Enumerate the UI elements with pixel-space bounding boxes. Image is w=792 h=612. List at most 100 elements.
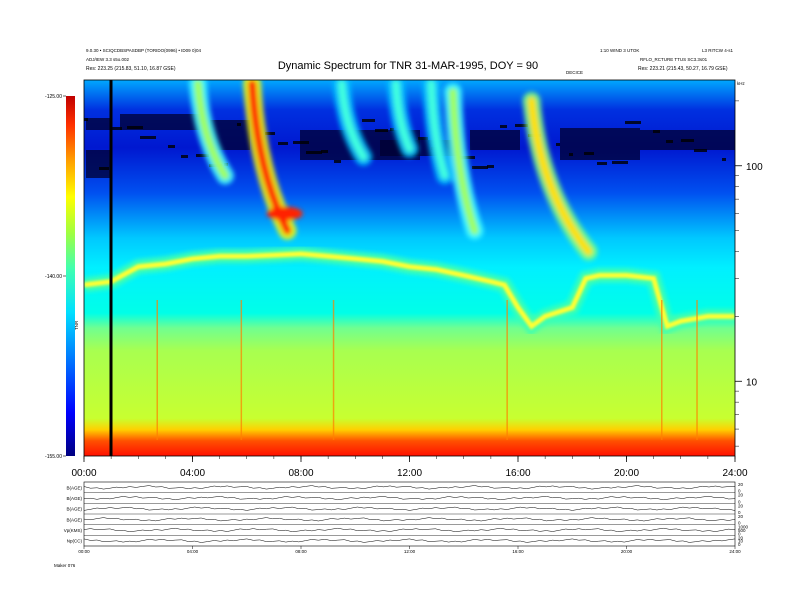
- dark-noise-block: [86, 118, 112, 130]
- dark-noise-block: [560, 128, 640, 160]
- row-trace: [83, 517, 736, 522]
- khz-unit-label: kHz: [737, 81, 745, 86]
- burst-core: [448, 87, 479, 235]
- header-top-right-line2: L3 RITCW 4-s1: [702, 48, 734, 53]
- row-right-tick: 20: [738, 535, 744, 540]
- row-right-tick: 0: [738, 489, 741, 494]
- burst-core: [193, 80, 230, 180]
- colorbar: [66, 96, 75, 456]
- x-tick-label: 04:00: [180, 468, 205, 479]
- header-res-left: Res: 223.25 (215.83, 51.10, 16.87 GSE): [86, 66, 176, 72]
- colorbar-tick-label: -125.00: [45, 94, 62, 100]
- dark-noise-speck: [321, 150, 328, 153]
- burst-core: [337, 80, 368, 161]
- dark-noise-speck: [140, 136, 156, 139]
- row-right-tick: 20: [738, 503, 744, 508]
- row-label: B(AGE): [66, 507, 82, 512]
- bottom-left-label: Maker 076: [54, 563, 76, 568]
- x-tick-label: 08:00: [288, 468, 313, 479]
- dark-noise-speck: [265, 132, 275, 135]
- burst-core: [427, 80, 449, 180]
- header-top-left-line1: 9.0.30 • SCIQCDBSPASDBP (TORIDO(0996) • …: [86, 48, 201, 53]
- dark-noise-speck: [84, 118, 88, 121]
- x-axis: 00:00 04:00 08:00 12:00 16:00 20:00 24:00: [71, 456, 748, 479]
- dark-noise-speck: [472, 166, 488, 169]
- row-right-tick: 500: [738, 528, 746, 533]
- dark-noise-speck: [418, 137, 428, 140]
- x-tick-label: 12:00: [397, 468, 422, 479]
- plasma-frequency-line: [84, 251, 735, 330]
- dark-noise-speck: [390, 128, 394, 131]
- dark-noise-speck: [612, 161, 628, 164]
- y-tick-label: 10: [746, 377, 758, 388]
- bottom-x-tick-label: 16:00: [512, 549, 524, 554]
- header-top-right-line1: 1:10 WIND 3 UTOK: [600, 48, 639, 53]
- row-label: B(AGE): [66, 496, 82, 501]
- dark-noise-speck: [362, 119, 375, 122]
- bottom-x-tick-label: 08:00: [295, 549, 307, 554]
- dark-noise-speck: [556, 143, 560, 146]
- dark-noise-speck: [306, 151, 322, 154]
- row-right-tick: 0: [738, 510, 741, 515]
- dark-noise-speck: [334, 160, 341, 163]
- colorbar-ticks: -125.00 -140.00 -155.00: [45, 94, 66, 460]
- row-trace: [83, 495, 736, 501]
- row-trace: [83, 485, 736, 490]
- colorbar-tick-label: -155.00: [45, 454, 62, 460]
- dark-noise-speck: [500, 125, 507, 128]
- x-tick-label: 20:00: [614, 468, 639, 479]
- spectrogram-area: [84, 80, 735, 456]
- row-right-tick: 20: [738, 482, 744, 487]
- dark-noise-speck: [237, 123, 241, 126]
- header-top-left-line2: ADJ/IEW 3.3 s5o.002: [86, 57, 130, 62]
- dark-noise-speck: [112, 127, 122, 130]
- dark-noise-speck: [278, 142, 288, 145]
- row-right-tick: 0: [738, 521, 741, 526]
- y-axis: 10 100: [735, 100, 763, 447]
- dark-noise-speck: [569, 153, 573, 156]
- row-right-tick: 20: [738, 493, 744, 498]
- row-right-tick: 0: [738, 499, 741, 504]
- dark-noise-speck: [99, 167, 109, 170]
- row-right-tick: 0: [738, 531, 741, 536]
- header-res-right: Res: 223.21 (215.43, 50.27, 16.79 GSE): [638, 66, 728, 72]
- dark-noise-speck: [666, 140, 673, 143]
- dark-noise-block: [86, 150, 112, 178]
- dark-noise-speck: [293, 141, 309, 144]
- colorbar-unit-label: TNR: [74, 320, 79, 330]
- header-top-right-line3: RFLO_RCTURE TTUS SC3.3s01: [640, 57, 708, 62]
- row-label: B(AGE): [66, 517, 82, 522]
- burst-blob: [266, 206, 303, 221]
- dark-noise-speck: [722, 158, 726, 161]
- row-right-tick: 20: [738, 514, 744, 519]
- solar-wind-panel: B(AGE)200B(AGE)200B(AGE)200B(AGE)200Vp(K…: [64, 481, 749, 554]
- row-right-tick: 1000: [738, 525, 749, 530]
- x-tick-label: 00:00: [71, 468, 96, 479]
- row-right-tick: 10: [738, 539, 744, 544]
- x-tick-label: 24:00: [722, 468, 747, 479]
- header-center-small: DECICE: [566, 70, 583, 75]
- dark-noise-speck: [694, 149, 707, 152]
- row-trace: [83, 538, 736, 543]
- dark-noise-speck: [681, 139, 694, 142]
- row-label: Np(CC): [67, 539, 83, 544]
- dark-noise-block: [470, 130, 520, 150]
- dark-noise-speck: [653, 130, 660, 133]
- burst-core: [391, 80, 414, 153]
- radio-bursts: [188, 80, 598, 261]
- row-right-tick: 0: [738, 542, 741, 547]
- dark-noise-speck: [487, 165, 494, 168]
- bottom-x-tick-label: 20:00: [621, 549, 633, 554]
- bottom-x-tick-label: 24:00: [729, 549, 741, 554]
- dark-noise-speck: [181, 155, 188, 158]
- row-trace: [83, 506, 736, 511]
- dark-noise-speck: [168, 145, 175, 148]
- dark-noise-speck: [625, 121, 641, 124]
- y-tick-label: 100: [746, 162, 763, 173]
- dark-noise-speck: [196, 154, 209, 157]
- row-label: Vp(KMS): [64, 528, 83, 533]
- chart-title: Dynamic Spectrum for TNR 31-MAR-1995, DO…: [278, 60, 538, 72]
- row-trace: [83, 527, 736, 532]
- bottom-x-tick-label: 04:00: [187, 549, 199, 554]
